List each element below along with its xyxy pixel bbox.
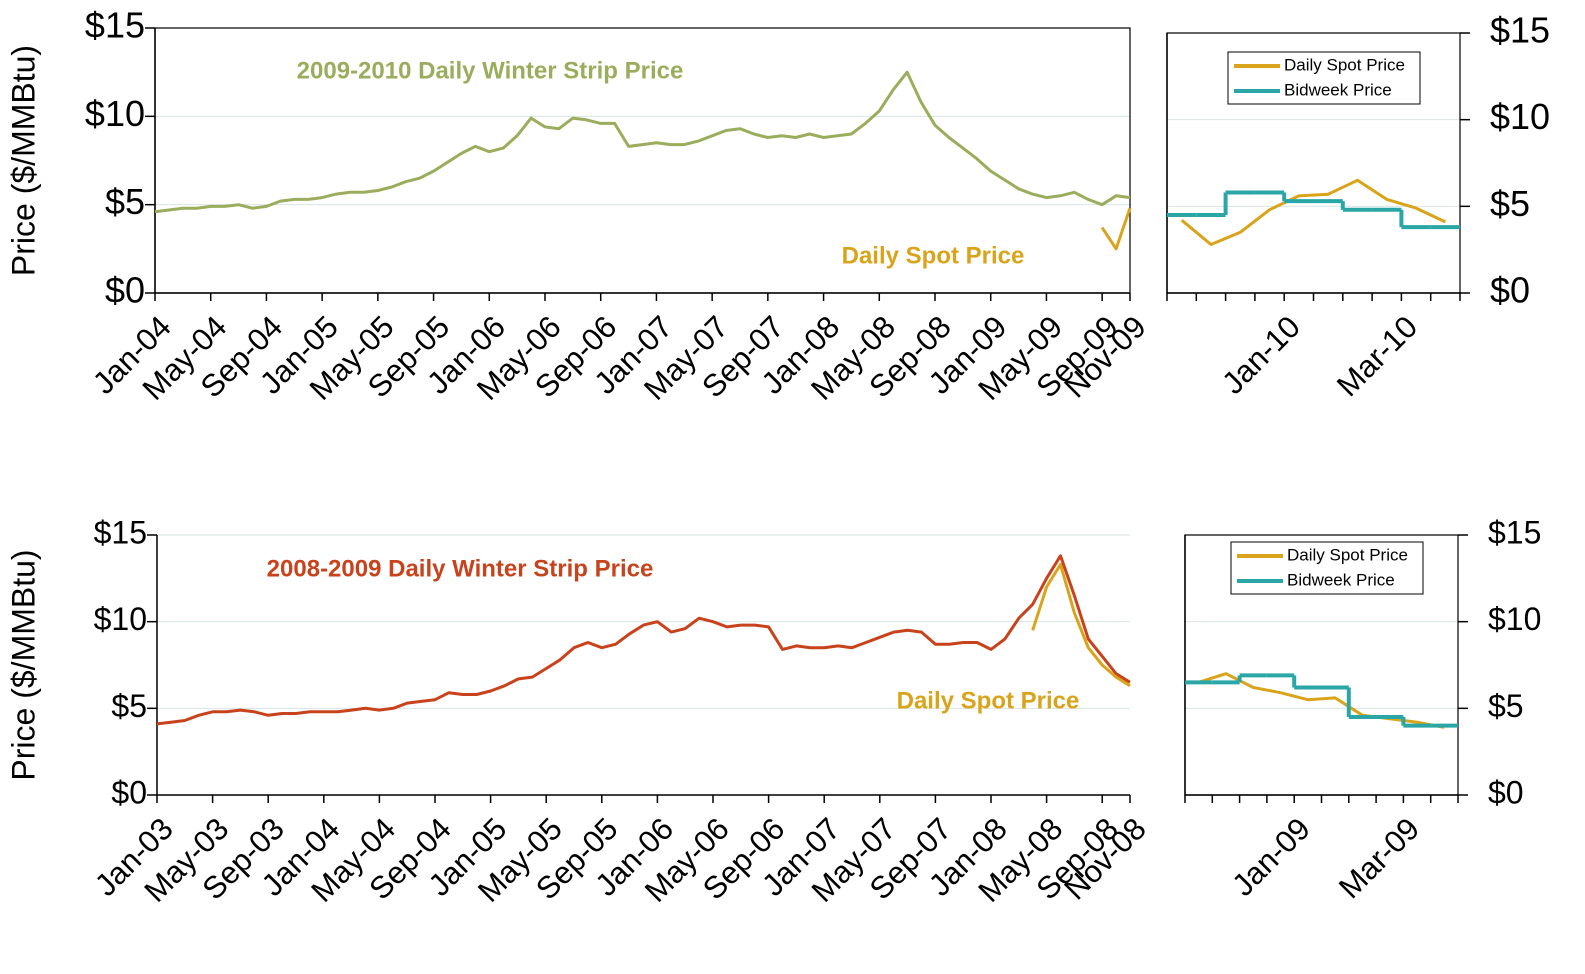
legend-box — [1227, 51, 1421, 105]
x-tick-label: Jan-10 — [1215, 309, 1307, 401]
y-tick-label: $0 — [111, 774, 147, 810]
y-tick-label: $10 — [1488, 601, 1541, 637]
series-annotation: 2009-2010 Daily Winter Strip Price — [297, 57, 684, 84]
y-tick-label: $0 — [1490, 270, 1530, 311]
x-tick-label: Jan-09 — [1225, 811, 1317, 903]
y-tick-label: $5 — [105, 181, 145, 222]
y-tick-label: $5 — [111, 688, 147, 724]
y-tick-label: $15 — [1488, 514, 1541, 550]
y-tick-label: $5 — [1490, 183, 1530, 224]
series-annotation: Daily Spot Price — [897, 687, 1080, 714]
y-tick-label: $5 — [1488, 688, 1524, 724]
legend-label: Bidweek Price — [1284, 80, 1392, 99]
series-line — [154, 70, 1131, 214]
y-tick-label: $15 — [85, 5, 145, 46]
legend-label: Bidweek Price — [1287, 570, 1395, 589]
legend-box — [1230, 541, 1424, 595]
series-line — [1031, 563, 1131, 688]
series-line — [1100, 207, 1132, 251]
x-tick-label: Mar-10 — [1330, 309, 1424, 403]
y-tick-label: $0 — [105, 270, 145, 311]
y-tick-label: $10 — [1490, 96, 1550, 137]
series-line — [156, 554, 1131, 726]
y-tick-label: $10 — [85, 93, 145, 134]
y-tick-label: $15 — [1490, 10, 1550, 51]
series-annotation: Daily Spot Price — [842, 242, 1025, 269]
y-axis-label: Price ($/MMBtu) — [5, 45, 41, 276]
y-tick-label: $15 — [94, 514, 147, 550]
legend-label: Daily Spot Price — [1284, 55, 1405, 74]
y-tick-label: $10 — [94, 601, 147, 637]
series-line — [1180, 178, 1446, 246]
x-tick-label: Mar-09 — [1332, 811, 1426, 905]
y-axis-label: Price ($/MMBtu) — [5, 549, 41, 780]
legend-label: Daily Spot Price — [1287, 545, 1408, 564]
series-annotation: 2008-2009 Daily Winter Strip Price — [267, 555, 654, 582]
y-tick-label: $0 — [1488, 774, 1524, 810]
